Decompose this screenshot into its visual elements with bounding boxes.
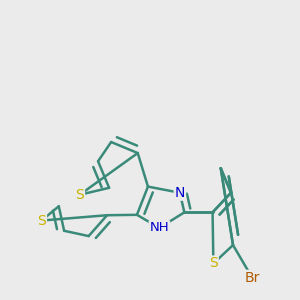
Text: NH: NH: [150, 221, 169, 234]
Text: N: N: [175, 186, 185, 200]
Text: S: S: [75, 188, 84, 202]
Text: Br: Br: [244, 271, 260, 285]
Text: S: S: [209, 256, 218, 271]
Text: S: S: [37, 214, 46, 227]
